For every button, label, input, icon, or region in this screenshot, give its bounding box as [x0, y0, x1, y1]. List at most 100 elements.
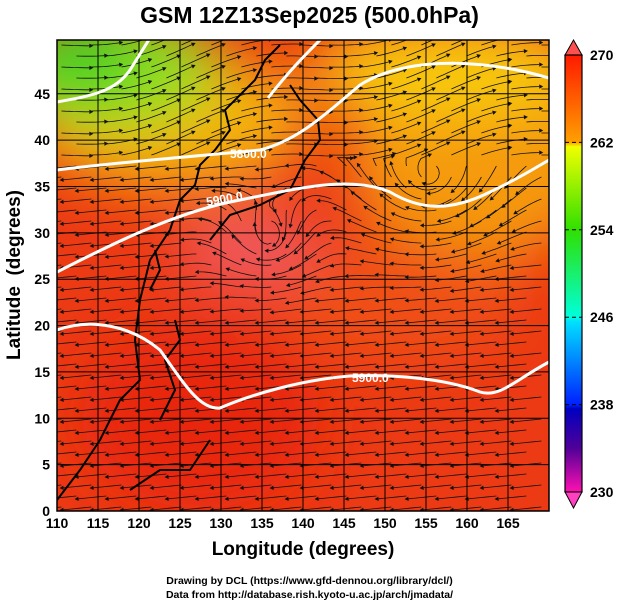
- streamline-arrowhead: [89, 221, 94, 226]
- streamline-arrowhead: [389, 160, 394, 166]
- streamline: [408, 429, 437, 434]
- streamline-arrowhead: [134, 452, 139, 457]
- streamline: [483, 374, 512, 379]
- streamline-arrowhead: [480, 268, 485, 274]
- streamline-arrowhead: [239, 375, 244, 380]
- streamline-arrowhead: [162, 89, 167, 94]
- streamline: [438, 451, 467, 456]
- streamline: [348, 429, 377, 434]
- streamline: [513, 418, 542, 423]
- x-tick-label: 120: [127, 515, 151, 531]
- streamline-arrowhead: [494, 452, 499, 457]
- streamline-arrowhead: [191, 42, 196, 47]
- streamline: [271, 109, 300, 112]
- streamline: [198, 165, 227, 170]
- streamline-arrowhead: [104, 342, 109, 347]
- streamline: [468, 341, 497, 346]
- streamline: [346, 118, 375, 123]
- streamline-arrowhead: [461, 86, 466, 91]
- streamline-arrowhead: [390, 212, 396, 217]
- streamline: [138, 297, 167, 302]
- streamline: [226, 47, 254, 57]
- streamline: [526, 77, 549, 79]
- streamline-arrowhead: [271, 242, 277, 247]
- streamline: [348, 363, 377, 368]
- streamline: [279, 242, 302, 261]
- streamline-arrowhead: [445, 141, 451, 146]
- streamline-arrowhead: [356, 162, 361, 168]
- streamline-arrowhead: [329, 507, 334, 511]
- streamline-arrowhead: [359, 108, 364, 113]
- streamline-arrowhead: [149, 331, 154, 336]
- streamline: [436, 44, 463, 57]
- streamline: [198, 451, 227, 456]
- streamline-arrowhead: [239, 283, 244, 289]
- streamline-arrowhead: [255, 257, 261, 262]
- streamline: [468, 495, 497, 500]
- streamline: [363, 440, 392, 445]
- streamline-arrowhead: [284, 496, 289, 501]
- streamline-arrowhead: [104, 452, 109, 457]
- map-chart: 5800.0 5900.0 5900.0 110 115 120 125 130 135 1…: [4, 33, 614, 560]
- streamline-arrowhead: [254, 342, 259, 347]
- streamline-arrowhead: [268, 103, 273, 108]
- streamline-arrowhead: [74, 386, 79, 391]
- streamline: [199, 202, 227, 211]
- streamline: [63, 220, 92, 225]
- streamline: [138, 407, 167, 412]
- streamline-arrowhead: [254, 474, 259, 479]
- streamline-arrowhead: [449, 419, 454, 424]
- streamline-arrowhead: [209, 375, 214, 380]
- streamline: [76, 143, 105, 145]
- streamline-arrowhead: [379, 193, 384, 198]
- streamline: [213, 396, 242, 401]
- streamline-arrowhead: [489, 196, 495, 201]
- streamline-arrowhead: [89, 243, 94, 248]
- streamline-arrowhead: [510, 246, 515, 251]
- streamline-arrowhead: [59, 331, 64, 336]
- streamline: [198, 473, 227, 478]
- streamline-arrowhead: [284, 430, 289, 435]
- streamline: [439, 231, 467, 240]
- streamline: [363, 286, 392, 289]
- streamline-arrowhead: [350, 191, 356, 196]
- streamline: [138, 187, 167, 192]
- streamline: [468, 319, 497, 324]
- streamline: [57, 275, 77, 279]
- streamline: [153, 506, 182, 511]
- streamline-arrowhead: [449, 485, 454, 490]
- streamline: [268, 198, 281, 224]
- streamline: [483, 330, 512, 335]
- streamline: [243, 260, 272, 266]
- streamline-arrowhead: [284, 300, 290, 305]
- streamline: [366, 207, 392, 222]
- streamline-arrowhead: [494, 408, 499, 413]
- streamline-arrowhead: [176, 33, 181, 37]
- streamline-arrowhead: [404, 320, 409, 325]
- streamline: [303, 308, 332, 313]
- streamline-arrowhead: [394, 182, 399, 188]
- streamline-arrowhead: [554, 141, 558, 145]
- streamline-arrowhead: [164, 188, 169, 193]
- streamline-arrowhead: [330, 235, 335, 240]
- streamline-arrowhead: [344, 76, 349, 81]
- streamline-arrowhead: [511, 228, 517, 233]
- streamline-arrowhead: [314, 298, 319, 303]
- streamline: [226, 69, 254, 79]
- streamline-arrowhead: [134, 166, 139, 171]
- streamline: [258, 407, 287, 412]
- y-tick-label: 20: [34, 318, 50, 334]
- streamline-arrowhead: [254, 167, 259, 172]
- streamline-arrowhead: [373, 117, 379, 122]
- streamline: [243, 484, 272, 489]
- x-axis: 110 115 120 125 130 135 140 145 150 155 160 165: [46, 515, 520, 531]
- streamline: [483, 308, 512, 313]
- streamline: [483, 352, 512, 357]
- streamline-arrowhead: [30, 508, 34, 512]
- streamline: [273, 440, 302, 445]
- streamline: [153, 396, 182, 401]
- streamline-arrowhead: [268, 81, 273, 86]
- streamline: [151, 144, 178, 156]
- streamline: [391, 123, 418, 134]
- x-tick-label: 135: [250, 515, 274, 531]
